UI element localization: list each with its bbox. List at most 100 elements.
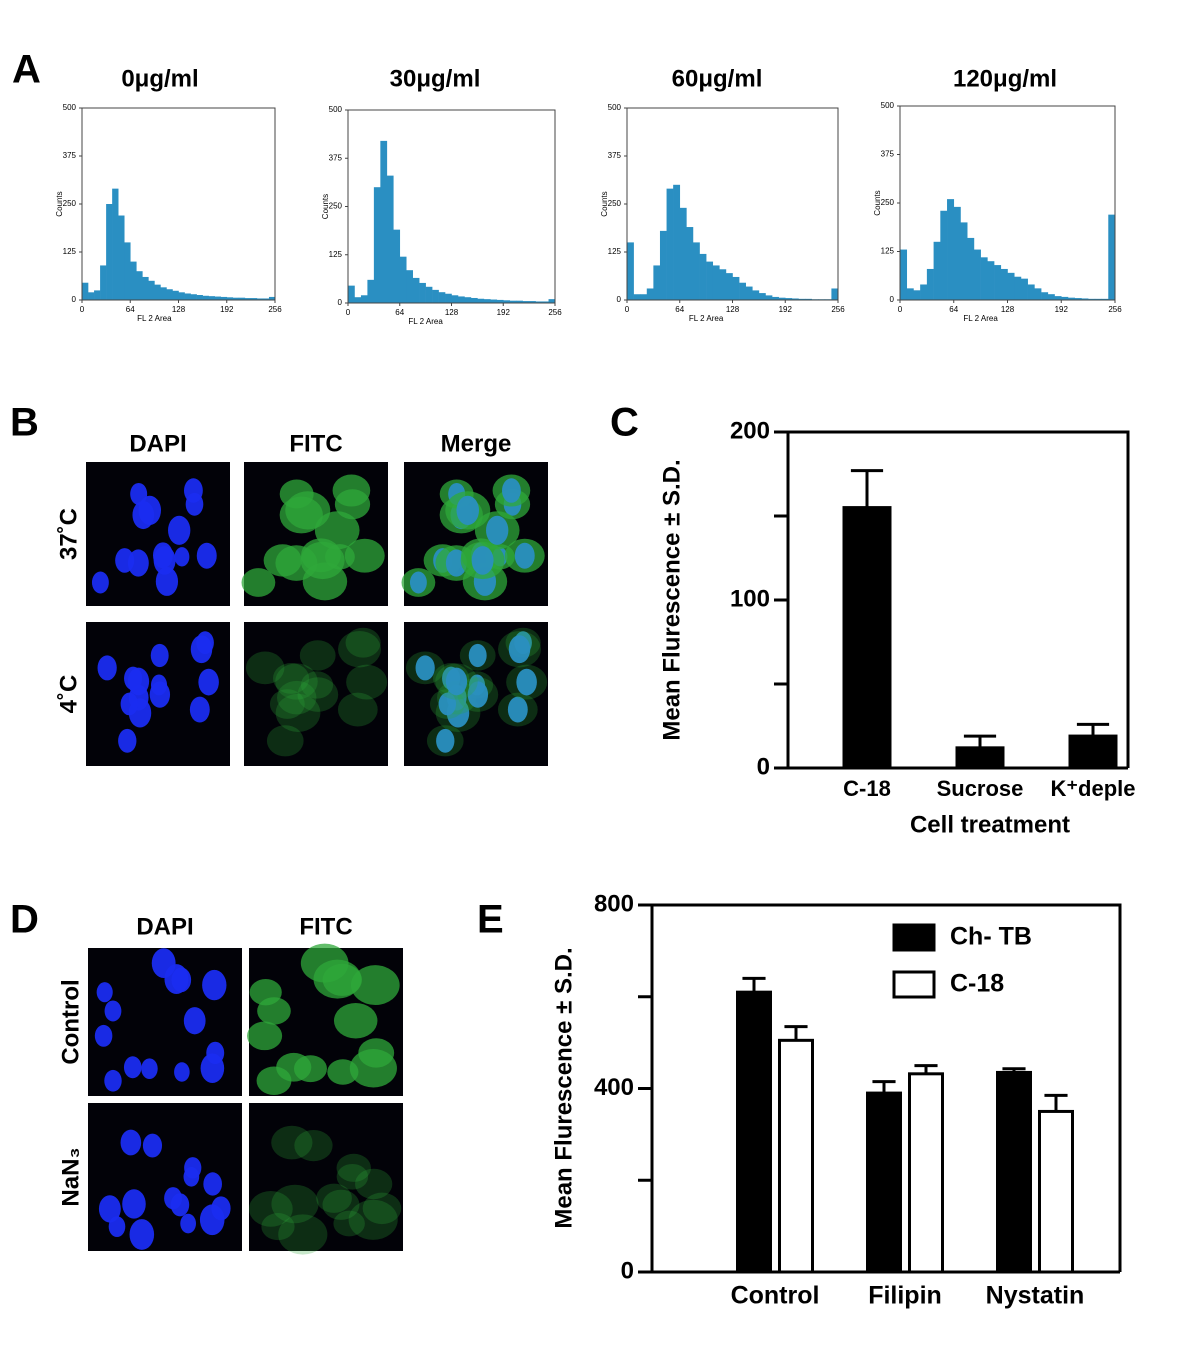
histogram-bar [100, 265, 107, 300]
bar [955, 746, 1005, 770]
micrograph [244, 622, 388, 766]
histogram-bar [412, 277, 420, 303]
histogram-bar [994, 265, 1002, 300]
cell-cytoplasm [293, 1055, 327, 1083]
x-tick-label: 192 [779, 305, 793, 314]
x-tick-label: 192 [1055, 305, 1069, 314]
histogram-bar [256, 298, 264, 300]
cell-cytoplasm [300, 541, 345, 580]
y-tick-label: 250 [608, 199, 622, 208]
cell-nucleus [127, 549, 149, 577]
histogram-bar [831, 288, 839, 300]
histogram-bar [906, 288, 914, 300]
y-tick-label: 400 [594, 1074, 634, 1101]
histogram-bar [913, 290, 921, 300]
y-axis-label: Counts [600, 191, 609, 216]
x-tick-label: C-18 [843, 776, 891, 801]
histogram-bar [1041, 292, 1049, 300]
histogram-bar [503, 300, 511, 303]
x-tick-label: 128 [172, 305, 186, 314]
x-tick-label: 64 [675, 305, 684, 314]
histogram-bar [1074, 298, 1082, 300]
x-tick-label: Control [731, 1282, 820, 1310]
histogram-bar [1014, 276, 1022, 300]
cell-nucleus [198, 668, 219, 696]
cell-nucleus [120, 692, 139, 716]
cell-nucleus [415, 655, 435, 681]
error-bar [872, 1080, 896, 1094]
cell-cytoplasm [336, 1163, 369, 1190]
y-tick-label: 200 [730, 417, 770, 444]
histogram-bar [627, 242, 634, 300]
cell-cytoplasm [362, 1192, 402, 1225]
histogram-bar [1094, 298, 1102, 300]
x-tick-label: 192 [497, 308, 511, 317]
cell-cytoplasm [327, 1059, 359, 1085]
cell-nucleus [467, 681, 489, 708]
histogram-bar [130, 261, 137, 300]
histogram-bar [1088, 298, 1096, 300]
y-tick-label: 125 [881, 247, 895, 256]
histogram-bar [88, 292, 95, 300]
x-axis-label: FL 2 Area [137, 314, 172, 323]
x-tick-label: 64 [949, 305, 958, 314]
cell-nucleus [174, 547, 190, 567]
cell-nucleus [150, 643, 169, 668]
histogram-bar [136, 271, 143, 300]
x-tick-label: 128 [726, 305, 740, 314]
cell-cytoplasm [346, 664, 388, 700]
histogram-bar [464, 297, 472, 303]
cell-nucleus [120, 1129, 142, 1156]
cell-nucleus [445, 667, 468, 696]
y-tick-label: 250 [329, 202, 343, 211]
image-column-label: DAPI [129, 430, 186, 457]
x-tick-label: 0 [80, 305, 85, 314]
y-tick-label: 800 [594, 890, 634, 917]
x-tick-label: 256 [1108, 305, 1122, 314]
cell-nucleus [123, 1056, 142, 1079]
cell-nucleus [97, 655, 117, 681]
image-row-label: 37˚C [55, 508, 82, 560]
cell-nucleus [436, 728, 455, 753]
histogram-bar [445, 293, 452, 303]
bar [908, 1072, 944, 1274]
histogram-bar [745, 286, 753, 300]
y-tick-label: 125 [329, 250, 343, 259]
cell-cytoplasm [297, 677, 339, 712]
histogram-bar [980, 257, 988, 300]
cell-nucleus [138, 495, 162, 525]
cell-nucleus [122, 1189, 146, 1219]
histogram-bar [960, 222, 968, 300]
y-tick-label: 375 [63, 151, 77, 160]
histogram-bar [380, 140, 388, 303]
histogram-bar [250, 298, 258, 300]
histogram-bar [1067, 297, 1075, 300]
histogram-bar [805, 298, 812, 300]
cell-nucleus [108, 1216, 126, 1237]
histogram-bar [900, 249, 908, 300]
x-tick-label: 128 [1001, 305, 1015, 314]
histogram-bar [529, 301, 536, 303]
histogram-bar [438, 292, 446, 303]
cell-nucleus [98, 1195, 121, 1223]
bar [842, 506, 892, 770]
bar [996, 1070, 1032, 1274]
histogram-bar [451, 295, 459, 303]
histogram-bar [772, 296, 779, 300]
cell-nucleus [118, 728, 137, 753]
y-tick-label: 0 [338, 298, 343, 307]
histogram-bar [1061, 296, 1069, 300]
histogram-bar [1027, 284, 1035, 300]
histogram-bar [1047, 294, 1055, 300]
cell-nucleus [456, 495, 480, 525]
bar [736, 990, 772, 1274]
x-tick-label: 64 [395, 308, 404, 317]
y-tick-label: 500 [329, 105, 343, 114]
histogram-bar [926, 268, 934, 300]
legend-swatch [892, 970, 936, 999]
y-axis-label: Mean Flurescence ± S.D. [658, 459, 685, 740]
histogram-bar [778, 297, 786, 300]
histogram-bar [348, 285, 355, 303]
cell-nucleus [155, 567, 179, 596]
histogram-bar [148, 280, 155, 300]
